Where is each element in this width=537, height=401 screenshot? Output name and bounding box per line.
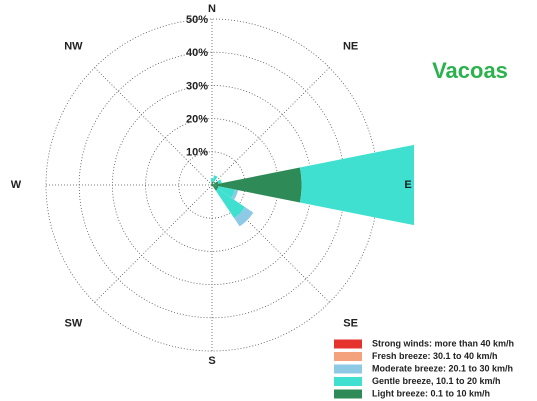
direction-label: SW [65,317,83,329]
direction-label: N [208,3,216,15]
wedge [430,142,434,229]
wedges [210,142,434,229]
wedge [217,186,235,198]
wedge [215,188,246,219]
wedge [430,142,434,229]
legend-label: Gentle breeze, 10.1 to 20 km/h [372,376,501,386]
wedge [212,175,218,183]
legend-swatch [334,352,362,361]
chart-title: Vacoas [432,58,508,83]
r-tick-label: 30% [186,80,208,92]
direction-label: NE [343,40,358,52]
spoke [211,67,330,186]
r-tick-label: 20% [186,114,208,126]
wedge [212,181,214,185]
legend-label: Light breeze: 0.1 to 10 km/h [372,388,490,398]
r-tick-label: 10% [186,147,208,159]
labels: 10% 20% 30% 40% 50%N NE E SE S SW W NW [11,3,412,367]
wedge [212,167,302,203]
r-tick-label: 50% [186,14,208,26]
legend-label: Moderate breeze: 20.1 to 30 km/h [372,363,513,373]
wedge [212,181,219,185]
legend-label: Strong winds: more than 40 km/h [372,338,514,348]
wedge [212,183,214,185]
spoke [94,67,213,186]
r-tick-label: 40% [186,47,208,59]
direction-label: NW [64,40,83,52]
wedge [210,178,214,182]
wedge [234,207,254,227]
wedge [210,184,212,186]
wedge [212,185,218,191]
legend: Strong winds: more than 40 km/h Fresh bre… [334,338,514,399]
wedge [211,183,212,185]
wedge [211,185,213,187]
direction-label: E [404,179,411,191]
spoke [94,184,213,303]
legend-swatch [334,364,362,374]
wedge [217,179,222,184]
wedge [212,185,219,189]
direction-label: SE [343,317,358,329]
wedge [299,144,414,226]
legend-label: Fresh breeze: 30.1 to 40 km/h [372,351,498,361]
legend-swatch [334,377,362,386]
wedge [231,189,239,200]
wedge [211,181,213,185]
legend-swatch [334,389,362,399]
direction-label: S [208,355,215,367]
wedge [430,142,434,229]
wedge [212,185,213,187]
direction-label: W [11,179,22,191]
legend-swatch [334,339,362,349]
